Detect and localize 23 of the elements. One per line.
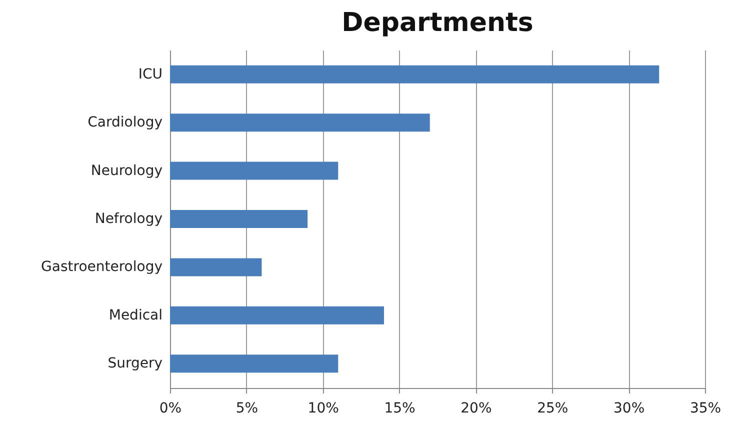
bar	[170, 162, 338, 180]
chart-title: Departments	[342, 8, 534, 38]
x-tick-label: 0%	[159, 400, 182, 416]
x-tick-label: 5%	[236, 400, 258, 416]
bar	[170, 65, 660, 84]
bar	[170, 210, 308, 228]
y-tick-label: Nefrology	[94, 211, 162, 227]
x-tick-label: 10%	[308, 400, 339, 416]
bar	[170, 354, 338, 373]
bar	[170, 114, 430, 132]
bar	[170, 306, 384, 324]
y-tick-label: Cardiology	[88, 114, 162, 131]
x-tick-label: 25%	[537, 400, 568, 416]
y-tick-label: Medical	[108, 307, 162, 324]
y-tick-label: Surgery	[108, 356, 162, 372]
y-tick-label: Gastroenterology	[41, 259, 162, 276]
y-tick-label: ICU	[138, 66, 162, 82]
x-tick-label: 15%	[384, 400, 416, 416]
y-tick-label: Neurology	[90, 162, 162, 179]
x-tick-label: 35%	[690, 400, 722, 416]
x-tick-label: 20%	[460, 400, 492, 416]
x-tick-label: 30%	[614, 400, 645, 416]
bar	[170, 258, 262, 276]
